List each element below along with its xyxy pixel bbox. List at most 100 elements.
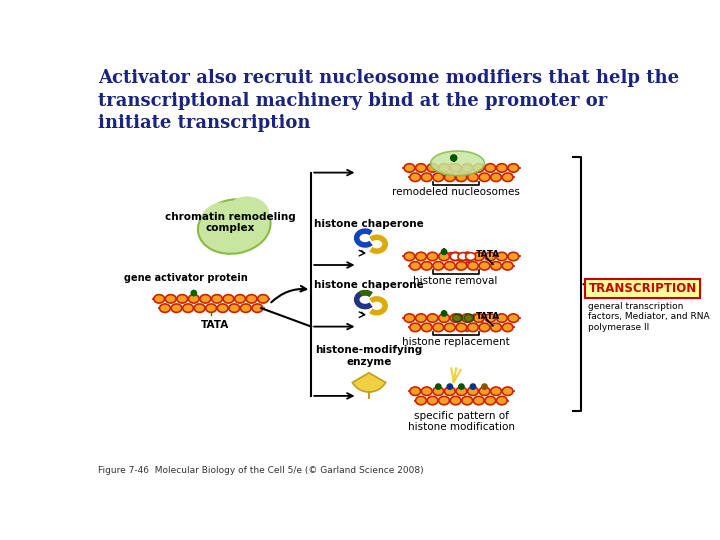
- Ellipse shape: [415, 164, 426, 172]
- Ellipse shape: [189, 295, 199, 303]
- Ellipse shape: [490, 323, 501, 332]
- Ellipse shape: [154, 295, 165, 303]
- Ellipse shape: [433, 323, 444, 332]
- Ellipse shape: [453, 314, 462, 322]
- Ellipse shape: [421, 261, 432, 270]
- Ellipse shape: [479, 173, 490, 181]
- Circle shape: [441, 249, 447, 254]
- Ellipse shape: [450, 314, 461, 322]
- Ellipse shape: [485, 314, 495, 322]
- Ellipse shape: [198, 199, 271, 254]
- Wedge shape: [352, 373, 386, 392]
- Ellipse shape: [450, 164, 461, 172]
- Ellipse shape: [456, 261, 467, 270]
- Ellipse shape: [503, 323, 513, 332]
- Ellipse shape: [490, 387, 501, 395]
- Ellipse shape: [415, 252, 426, 261]
- Ellipse shape: [479, 261, 490, 270]
- Circle shape: [459, 384, 464, 389]
- Ellipse shape: [433, 261, 444, 270]
- Ellipse shape: [160, 304, 171, 313]
- Ellipse shape: [479, 323, 490, 332]
- Ellipse shape: [473, 164, 484, 172]
- Ellipse shape: [503, 261, 513, 270]
- Ellipse shape: [183, 304, 194, 313]
- Circle shape: [191, 291, 197, 296]
- Ellipse shape: [227, 197, 269, 229]
- Text: histone chaperone: histone chaperone: [314, 219, 424, 229]
- Ellipse shape: [223, 295, 234, 303]
- Circle shape: [470, 384, 476, 389]
- Ellipse shape: [433, 387, 444, 395]
- Text: chromatin remodeling
complex: chromatin remodeling complex: [165, 212, 296, 233]
- Ellipse shape: [485, 252, 495, 261]
- Ellipse shape: [503, 173, 513, 181]
- Ellipse shape: [496, 314, 507, 322]
- Text: Figure 7-46  Molecular Biology of the Cell 5/e (© Garland Science 2008): Figure 7-46 Molecular Biology of the Cel…: [98, 466, 423, 475]
- Ellipse shape: [431, 151, 485, 176]
- Ellipse shape: [467, 387, 478, 395]
- Ellipse shape: [479, 387, 490, 395]
- Ellipse shape: [508, 164, 519, 172]
- Ellipse shape: [410, 173, 420, 181]
- Ellipse shape: [246, 295, 257, 303]
- Ellipse shape: [473, 396, 484, 405]
- Ellipse shape: [229, 304, 240, 313]
- Ellipse shape: [410, 323, 420, 332]
- Ellipse shape: [438, 164, 449, 172]
- Ellipse shape: [456, 387, 467, 395]
- Ellipse shape: [410, 387, 420, 395]
- Ellipse shape: [212, 295, 222, 303]
- Ellipse shape: [206, 304, 217, 313]
- Ellipse shape: [421, 173, 432, 181]
- Ellipse shape: [450, 396, 461, 405]
- Text: TRANSCRIPTION: TRANSCRIPTION: [588, 281, 697, 295]
- Ellipse shape: [427, 164, 438, 172]
- Ellipse shape: [194, 304, 205, 313]
- Ellipse shape: [496, 252, 507, 261]
- Text: Activator also recruit nucleosome modifiers that help the
transcriptional machin: Activator also recruit nucleosome modifi…: [98, 69, 679, 132]
- Ellipse shape: [415, 314, 426, 322]
- Ellipse shape: [503, 387, 513, 395]
- Ellipse shape: [508, 252, 519, 261]
- Ellipse shape: [485, 396, 495, 405]
- Ellipse shape: [467, 261, 478, 270]
- Ellipse shape: [171, 304, 182, 313]
- Ellipse shape: [252, 304, 263, 313]
- Ellipse shape: [421, 387, 432, 395]
- Ellipse shape: [456, 173, 467, 181]
- Ellipse shape: [467, 323, 478, 332]
- Ellipse shape: [464, 314, 474, 322]
- Text: histone-modifying
enzyme: histone-modifying enzyme: [315, 345, 423, 367]
- Circle shape: [441, 311, 447, 316]
- Ellipse shape: [458, 253, 468, 260]
- Ellipse shape: [462, 396, 472, 405]
- Ellipse shape: [235, 295, 246, 303]
- Circle shape: [436, 384, 441, 389]
- Ellipse shape: [438, 314, 449, 322]
- Ellipse shape: [496, 396, 507, 405]
- Circle shape: [451, 155, 456, 161]
- Text: remodeled nucleosomes: remodeled nucleosomes: [392, 187, 520, 197]
- Ellipse shape: [177, 295, 188, 303]
- Ellipse shape: [508, 314, 519, 322]
- Ellipse shape: [217, 304, 228, 313]
- Circle shape: [447, 384, 453, 389]
- Ellipse shape: [404, 164, 415, 172]
- Ellipse shape: [444, 261, 455, 270]
- Ellipse shape: [450, 253, 460, 260]
- Text: histone chaperone: histone chaperone: [314, 280, 424, 291]
- Ellipse shape: [202, 202, 239, 232]
- Ellipse shape: [485, 164, 495, 172]
- Ellipse shape: [444, 387, 455, 395]
- Ellipse shape: [427, 396, 438, 405]
- Text: gene activator protein: gene activator protein: [125, 273, 248, 284]
- Text: specific pattern of
histone modification: specific pattern of histone modification: [408, 410, 515, 432]
- Ellipse shape: [466, 253, 476, 260]
- Ellipse shape: [490, 261, 501, 270]
- Ellipse shape: [462, 164, 472, 172]
- Ellipse shape: [467, 173, 478, 181]
- Text: general transcription
factors, Mediator, and RNA
polymerase II: general transcription factors, Mediator,…: [588, 302, 710, 332]
- Ellipse shape: [404, 252, 415, 261]
- Text: TATA: TATA: [201, 320, 229, 330]
